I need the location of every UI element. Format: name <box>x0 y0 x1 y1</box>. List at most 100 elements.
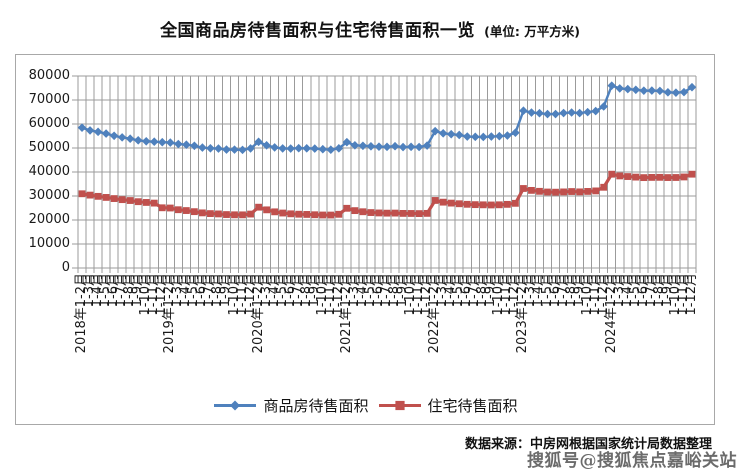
data-point-marker <box>631 85 641 95</box>
data-point-marker <box>319 211 327 219</box>
data-point-marker <box>616 172 624 180</box>
data-point-marker <box>664 174 672 181</box>
data-point-marker <box>519 106 528 116</box>
data-point-marker <box>455 200 463 208</box>
data-point-marker <box>174 139 183 149</box>
data-point-marker <box>608 170 616 178</box>
data-point-marker <box>680 173 688 181</box>
data-point-marker <box>552 188 559 196</box>
legend-label-commercial: 商品房待售面积 <box>263 397 369 415</box>
data-point-marker <box>560 188 567 196</box>
data-point-marker <box>607 81 617 90</box>
data-point-marker <box>535 108 544 118</box>
data-point-marker <box>471 201 479 209</box>
legend-label-residential: 住宅待售面积 <box>427 397 518 415</box>
data-point-marker <box>255 203 262 211</box>
data-point-marker <box>343 204 351 212</box>
legend: 商品房待售面积 住宅待售面积 <box>16 395 714 416</box>
data-point-marker <box>342 137 352 147</box>
data-point-marker <box>406 142 416 152</box>
data-point-marker <box>575 108 584 118</box>
data-point-marker <box>126 197 134 204</box>
data-point-marker <box>399 209 407 217</box>
data-point-marker <box>503 200 511 208</box>
data-point-marker <box>382 142 392 152</box>
data-point-marker <box>246 144 255 153</box>
data-point-marker <box>85 126 95 135</box>
data-point-marker <box>423 209 431 217</box>
data-point-marker <box>78 190 86 198</box>
data-point-marker <box>528 186 535 194</box>
data-point-marker <box>294 143 304 153</box>
data-point-marker <box>359 208 367 216</box>
data-point-marker <box>463 200 471 208</box>
data-point-marker <box>495 201 503 209</box>
data-point-marker <box>367 209 375 216</box>
data-point-marker <box>302 144 312 153</box>
data-point-marker <box>133 136 143 145</box>
data-point-marker <box>223 211 230 218</box>
data-point-marker <box>94 192 102 200</box>
data-point-marker <box>439 198 447 206</box>
data-point-marker <box>647 86 657 95</box>
data-point-marker <box>415 210 423 217</box>
data-point-marker <box>600 183 608 191</box>
data-point-marker <box>487 201 495 209</box>
data-point-marker <box>527 108 536 117</box>
data-point-marker <box>230 145 239 154</box>
data-point-marker <box>190 208 198 216</box>
data-point-marker <box>632 173 640 181</box>
data-point-marker <box>165 138 175 147</box>
data-point-marker <box>77 123 87 132</box>
data-point-marker <box>576 188 584 196</box>
data-point-marker <box>584 188 592 195</box>
data-point-marker <box>623 84 633 94</box>
data-point-marker <box>568 188 575 195</box>
data-point-marker <box>679 87 689 97</box>
data-point-marker <box>86 191 94 199</box>
data-point-marker <box>592 187 600 195</box>
data-point-marker <box>215 210 222 218</box>
data-point-marker <box>222 145 231 154</box>
data-point-marker <box>239 211 246 219</box>
data-point-marker <box>544 188 551 196</box>
data-point-marker <box>391 209 399 217</box>
data-point-marker <box>166 204 174 212</box>
data-point-marker <box>520 185 527 192</box>
data-point-marker <box>462 132 472 141</box>
data-point-marker <box>238 145 247 155</box>
data-point-marker <box>447 199 455 207</box>
data-point-marker <box>358 141 368 151</box>
data-point-marker <box>615 84 625 93</box>
data-point-marker <box>663 88 673 97</box>
data-point-marker <box>262 141 271 150</box>
data-point-marker <box>495 131 504 141</box>
data-point-marker <box>287 210 295 218</box>
data-point-marker <box>656 173 664 181</box>
data-point-marker <box>383 209 391 217</box>
data-point-marker <box>271 208 279 216</box>
data-point-marker <box>278 144 287 153</box>
data-point-marker <box>454 130 464 140</box>
watermark: 搜狐号@搜狐焦点嘉峪关站 <box>527 451 737 471</box>
data-point-marker <box>310 144 320 153</box>
data-point-marker <box>263 206 271 214</box>
plot-area <box>72 75 697 273</box>
data-point-marker <box>149 137 159 146</box>
data-point-marker <box>640 174 648 182</box>
data-point-marker <box>141 137 151 146</box>
data-point-marker <box>672 174 680 181</box>
data-point-marker <box>318 144 328 154</box>
data-point-marker <box>639 86 649 95</box>
data-point-marker <box>157 137 167 147</box>
data-point-marker <box>101 129 111 138</box>
data-point-marker <box>351 207 359 215</box>
data-point-marker <box>118 196 126 204</box>
data-point-marker <box>567 108 576 117</box>
data-point-marker <box>430 126 440 136</box>
data-point-marker <box>688 170 696 178</box>
square-marker-icon <box>378 400 421 411</box>
data-point-marker <box>198 143 207 152</box>
data-point-marker <box>624 173 632 180</box>
